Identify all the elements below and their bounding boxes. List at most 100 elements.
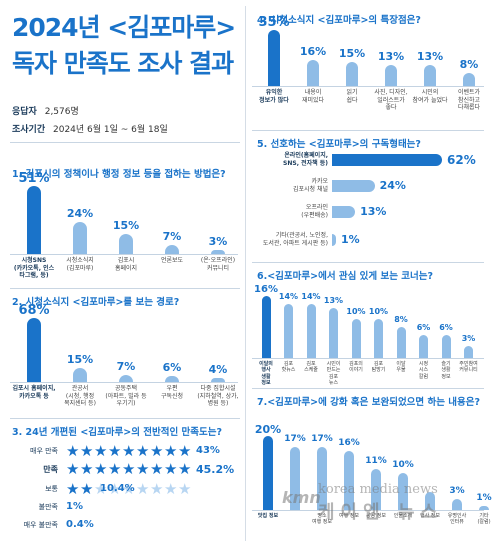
data-label: 45.2%: [196, 463, 235, 476]
bar: [165, 244, 179, 254]
bar: [419, 334, 428, 358]
star-icon: ★: [122, 460, 136, 478]
data-label: 4%: [208, 363, 228, 377]
star-icon: ★: [164, 460, 178, 478]
column-divider: [245, 6, 246, 541]
bar: [344, 450, 354, 510]
q7-chart: 20% 맛집 정보 17% 17% 명소 여행 정보 16% 여행 정보 11% 공공 정보 10…: [250, 406, 492, 542]
q3-chart: 매우 만족 ★ ★ ★ ★ ★ ★ ★ ★ ★ 43% 만족 ★ ★ ★ ★ ★ ★ ★ ★ ★ 45.2% 보통 ★ ★ ★ ★ ★…: [8, 436, 240, 542]
bar: [371, 469, 381, 510]
bar: [332, 180, 375, 192]
category-label: 맛집 정보: [257, 513, 279, 519]
star-icon: ★: [66, 480, 80, 498]
data-label: 14%: [278, 291, 299, 301]
star-icon: ★: [136, 442, 150, 460]
data-label: 1%: [341, 233, 360, 246]
category-label: 유익한 정보가 많다: [259, 89, 289, 104]
star-icon: ★: [164, 480, 178, 498]
star-icon: ★: [136, 480, 150, 498]
category-label: 오프라인 (우편배송): [301, 204, 328, 219]
star-icon: ★: [66, 460, 80, 478]
bar: [268, 30, 280, 86]
data-label: 15%: [112, 219, 140, 232]
star-icon: ★: [108, 442, 122, 460]
q5-title: 5. 선호하는 <김포마루>의 구독형태는?: [257, 139, 421, 150]
data-label: 16%: [338, 437, 360, 448]
period-row: 조사기간 2024년 6월 1일 ~ 6월 18일: [12, 122, 168, 135]
q4-chart: 35% 유익한 정보가 많다 16% 내용이 재미있다 15% 읽기 쉽다 13% 사진, 디…: [250, 15, 486, 130]
category-label: 공공 정보: [366, 513, 386, 519]
divider: [252, 388, 484, 389]
data-label: 15%: [66, 352, 94, 366]
category-label: 매우 불만족: [23, 521, 58, 529]
category-label: 김포 탐방기: [371, 361, 386, 374]
data-label: 6%: [439, 322, 453, 332]
bar: [211, 250, 225, 254]
category-label: 공동주택 (아파트, 빌라 등 우기기): [105, 385, 147, 407]
category-label: 김포의 이야기: [349, 361, 363, 374]
category-label: 김포시 홈페이지: [114, 257, 138, 272]
data-label: 10.4%: [100, 483, 135, 494]
divider: [252, 130, 484, 131]
category-label: 주민참여 커뮤니티: [459, 361, 478, 374]
period-label: 조사기간: [12, 125, 46, 135]
baseline: [252, 510, 484, 511]
category-label: 기타(관공서, 노인정, 도서관, 아파트 게시판 등): [262, 232, 328, 247]
data-label: 8%: [459, 58, 479, 72]
category-label: 온라인(홈페이지, SNS, 전자책 등): [283, 152, 328, 167]
bar: [211, 378, 225, 382]
data-label: 13%: [416, 50, 444, 64]
q2-title: 2. 시청소식지 <김포마루>를 보는 경로?: [12, 297, 180, 308]
bar: [307, 60, 319, 86]
data-label: 17%: [311, 434, 333, 445]
data-label: 62%: [447, 153, 476, 167]
category-label: (온·오프라인) 커뮤니티: [200, 257, 236, 272]
q5-chart: 온라인(홈페이지, SNS, 전자책 등) 62% 카카오 김포시청 채널 24% 오프…: [250, 148, 486, 262]
data-label: 15%: [338, 47, 366, 60]
category-label: 다중 집합시설 (지하철역, 상가, 병원 등): [197, 385, 239, 407]
star-icon: ★: [178, 460, 192, 478]
bar: [452, 498, 462, 510]
bar: [463, 73, 475, 86]
q1-title: 1. 김포시의 정책이나 행정 정보 등을 접하는 방법은?: [12, 169, 226, 180]
data-label: 10%: [368, 307, 389, 317]
divider: [252, 262, 484, 263]
star-icon: ★: [150, 442, 164, 460]
bar: [464, 346, 473, 358]
bar: [332, 234, 336, 246]
bar: [27, 186, 41, 254]
star-icon: ★: [108, 480, 122, 498]
category-label: 명소 여행 정보: [312, 513, 332, 526]
category-label: 시정 시스 칼럼: [418, 361, 429, 380]
category-label: 보통: [45, 485, 58, 493]
data-label: 7%: [162, 229, 182, 243]
data-label: 16%: [254, 284, 278, 295]
category-label: 시민이 만드는 김포 뉴스: [326, 361, 341, 386]
data-label: 51%: [18, 171, 50, 186]
data-label: 16%: [299, 45, 327, 59]
data-label: 17%: [284, 434, 306, 445]
category-label: 불만족: [38, 503, 58, 511]
data-label: 10%: [392, 460, 414, 470]
star-icon: ★: [150, 460, 164, 478]
q6-title: 6.<김포마루>에서 관심 있게 보는 코너는?: [257, 271, 433, 282]
bar: [398, 473, 408, 510]
star-icon: ★: [108, 460, 122, 478]
category-label: 시청소식지 (김포마루): [66, 257, 94, 272]
category-label: 내용이 재미있다: [301, 89, 325, 104]
bar: [441, 334, 451, 358]
star-icon: ★: [80, 480, 94, 498]
bar: [263, 436, 273, 510]
page-title-line2: 독자 만족도 조사 결과: [12, 49, 234, 78]
baseline: [252, 86, 484, 87]
star-icon: ★: [94, 442, 108, 460]
category-label: 우편 구독신청: [160, 385, 184, 400]
star-icon: ★: [66, 442, 80, 460]
bar: [119, 234, 133, 254]
baseline: [10, 382, 238, 383]
category-label: 사진, 디자인, 일러스트가 좋다: [374, 89, 408, 111]
data-label: 3%: [208, 235, 228, 248]
category-label: 만족: [43, 465, 58, 474]
bar: [396, 327, 406, 358]
q7-title: 7.<김포마루>에 강화 혹은 보완되었으면 하는 내용은?: [257, 397, 480, 408]
